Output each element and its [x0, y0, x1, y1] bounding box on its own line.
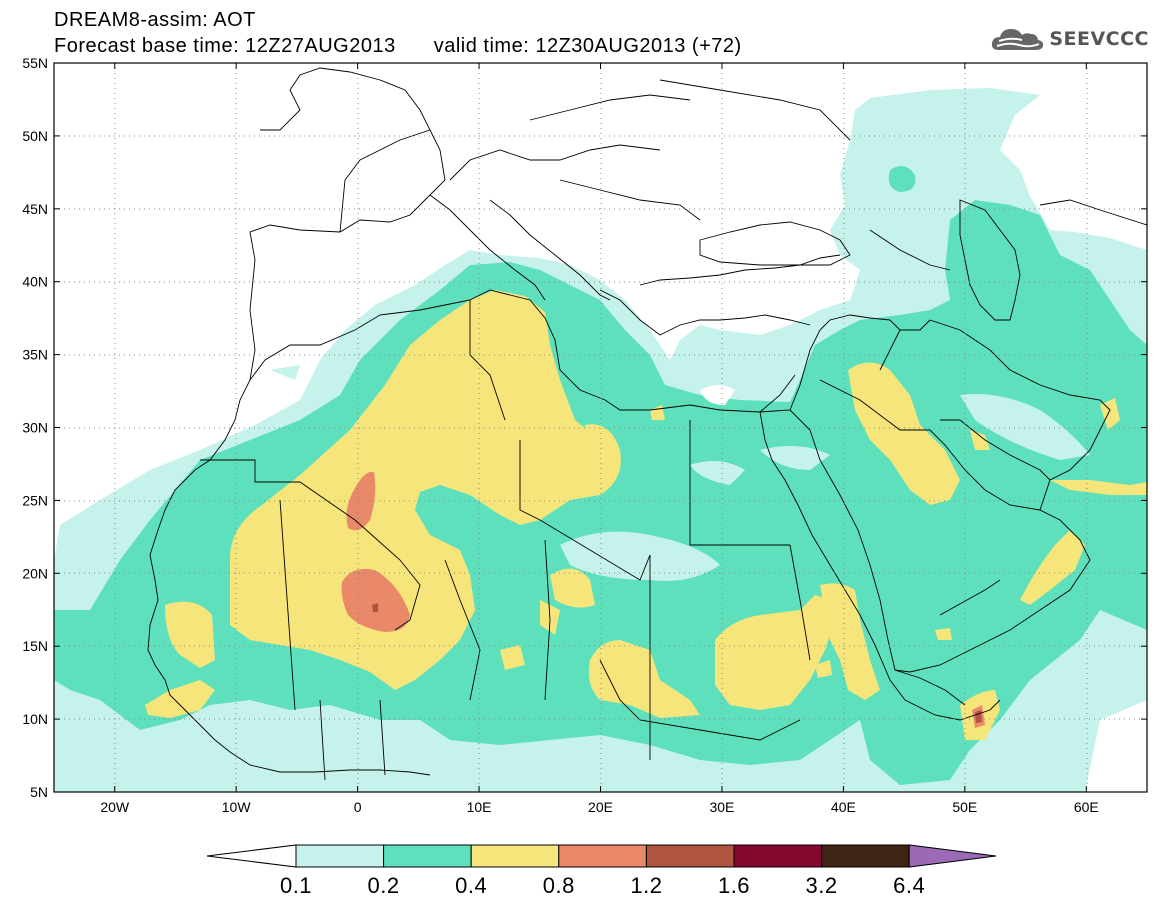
- lon-tick-label: 20E: [588, 799, 613, 815]
- colorbar: 0.1 0.2 0.4 0.8 1.2 1.6 3.2 6.4: [206, 844, 997, 898]
- colorbar-min-arrow: [206, 844, 297, 868]
- base-time-label: Forecast base time: 12Z27AUG2013: [54, 35, 396, 57]
- colorbar-label: 1.6: [718, 873, 750, 898]
- lat-tick-label: 40N: [22, 274, 48, 290]
- lon-tick-label: 10W: [222, 799, 252, 815]
- colorbar-label: 6.4: [893, 873, 925, 898]
- lat-tick-label: 15N: [22, 638, 48, 654]
- colorbar-bin-3-2: [821, 844, 910, 868]
- map-title: DREAM8-assim: AOT: [54, 9, 256, 31]
- colorbar-label: 0.2: [368, 873, 400, 898]
- axis-ticks: 20W 10W 0 10E 20E 30E 40E 50E 60E 5N 10N 15N 20N 25N 3…: [22, 55, 1147, 815]
- lon-tick-label: 40E: [831, 799, 856, 815]
- contour-level-0-4: [145, 290, 1147, 740]
- colorbar-label: 0.4: [455, 873, 487, 898]
- valid-time-label: valid time: 12Z30AUG2013 (+72): [433, 35, 742, 57]
- aot-contours: [54, 88, 1147, 792]
- colorbar-bin-1-2: [645, 844, 735, 868]
- lon-tick-label: 10E: [467, 799, 492, 815]
- lat-tick-label: 25N: [22, 492, 48, 508]
- colorbar-label: 1.2: [630, 873, 662, 898]
- colorbar-bin-0-2: [383, 844, 472, 868]
- lat-tick-label: 5N: [30, 784, 48, 800]
- coastlines: [147, 67, 1147, 781]
- colorbar-bin-0-4: [470, 844, 560, 868]
- lon-tick-label: 30E: [709, 799, 734, 815]
- lon-tick-label: 50E: [952, 799, 977, 815]
- lon-tick-label: 0: [354, 799, 362, 815]
- lat-tick-label: 30N: [22, 420, 48, 436]
- cloud-icon: [992, 29, 1044, 50]
- lon-tick-label: 60E: [1074, 799, 1099, 815]
- colorbar-bin-0-8: [558, 844, 647, 868]
- colorbar-labels: 0.1 0.2 0.4 0.8 1.2 1.6 3.2 6.4: [280, 873, 925, 898]
- lat-tick-label: 45N: [22, 201, 48, 217]
- colorbar-label: 0.8: [543, 873, 575, 898]
- colorbar-label: 0.1: [280, 873, 312, 898]
- logo-text: SEEVCCC: [1049, 28, 1149, 50]
- time-info: Forecast base time: 12Z27AUG2013 valid ti…: [54, 36, 742, 56]
- lat-tick-label: 55N: [22, 55, 48, 71]
- colorbar-max-arrow: [908, 844, 997, 868]
- colorbar-bin-0-1: [295, 844, 385, 868]
- lon-tick-label: 20W: [100, 799, 130, 815]
- graticule: [54, 63, 1147, 792]
- colorbar-label: 3.2: [806, 873, 838, 898]
- lat-tick-label: 10N: [22, 711, 48, 727]
- lat-tick-label: 20N: [22, 565, 48, 581]
- lat-tick-label: 35N: [22, 347, 48, 363]
- lat-tick-label: 50N: [22, 128, 48, 144]
- logo: SEEVCCC: [989, 24, 1149, 54]
- colorbar-bin-1-6: [733, 844, 823, 868]
